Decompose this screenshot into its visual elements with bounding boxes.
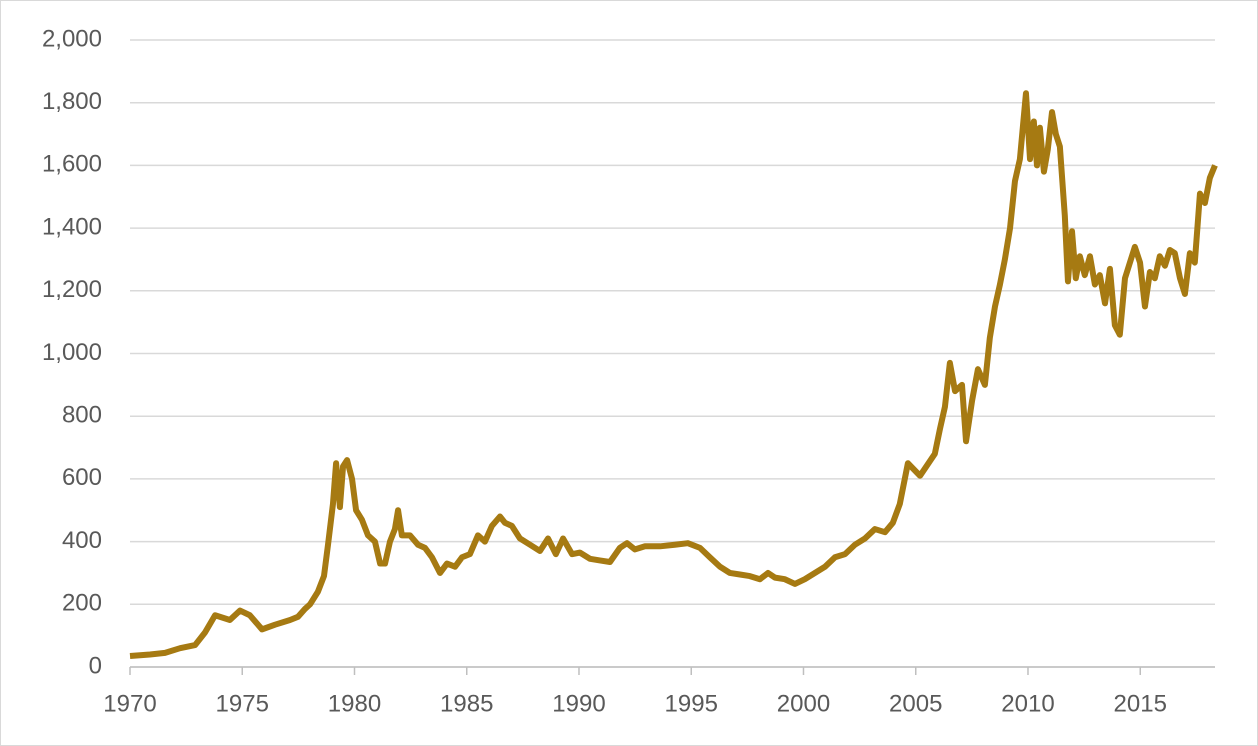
y-tick-label: 2,000 [42,25,102,52]
y-tick-label: 1,400 [42,213,102,240]
x-tick-label: 1970 [103,690,156,717]
x-tick-label: 2000 [777,690,830,717]
x-tick-label: 1990 [552,690,605,717]
x-tick-label: 2015 [1114,690,1167,717]
x-tick-label: 1995 [665,690,718,717]
x-tick-label: 2010 [1001,690,1054,717]
y-tick-label: 1,000 [42,339,102,366]
y-tick-label: 200 [62,590,102,617]
y-tick-label: 1,600 [42,151,102,178]
x-tick-label: 2005 [889,690,942,717]
y-tick-label: 0 [89,652,102,679]
y-tick-label: 1,800 [42,88,102,115]
y-tick-label: 800 [62,402,102,429]
price-line [129,90,1218,660]
y-tick-label: 400 [62,527,102,554]
y-tick-label: 600 [62,464,102,491]
x-tick-label: 1975 [216,690,269,717]
y-tick-label: 1,200 [42,276,102,303]
x-tick-label: 1985 [440,690,493,717]
x-tick-label: 1980 [328,690,381,717]
